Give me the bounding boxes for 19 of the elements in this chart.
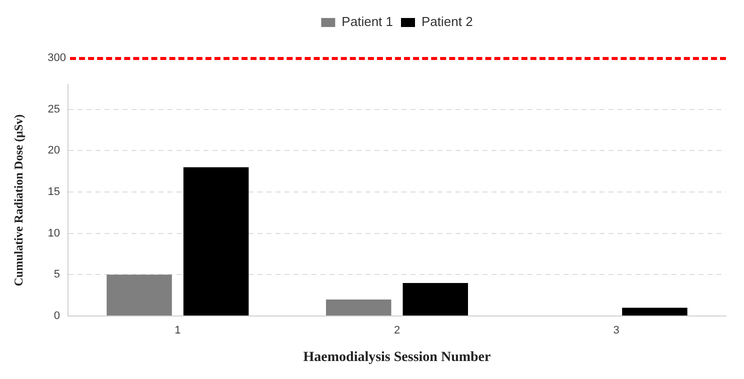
bar bbox=[402, 282, 468, 316]
bar bbox=[183, 167, 249, 316]
bar bbox=[326, 299, 392, 316]
bar bbox=[106, 274, 172, 316]
y-tick-label: 15 bbox=[48, 186, 60, 198]
x-axis-title: Haemodialysis Session Number bbox=[303, 350, 491, 366]
y-tick-label: 5 bbox=[54, 268, 60, 281]
x-tick-label: 3 bbox=[613, 324, 620, 337]
y-axis-title: Cumulative Radiation Dose (µSv) bbox=[11, 114, 26, 286]
x-tick-label: 1 bbox=[174, 324, 181, 337]
legend-label: Patient 2 bbox=[422, 14, 473, 30]
text: 300 bbox=[46, 52, 66, 64]
legend-label: Patient 1 bbox=[342, 14, 394, 30]
y-tick-label: 25 bbox=[48, 103, 60, 116]
x-tick-label: 2 bbox=[394, 324, 400, 337]
bar bbox=[622, 308, 688, 316]
y-tick-label: 0 bbox=[54, 310, 60, 322]
y-tick-label: 20 bbox=[48, 144, 60, 157]
y-tick-label: 10 bbox=[48, 227, 60, 240]
